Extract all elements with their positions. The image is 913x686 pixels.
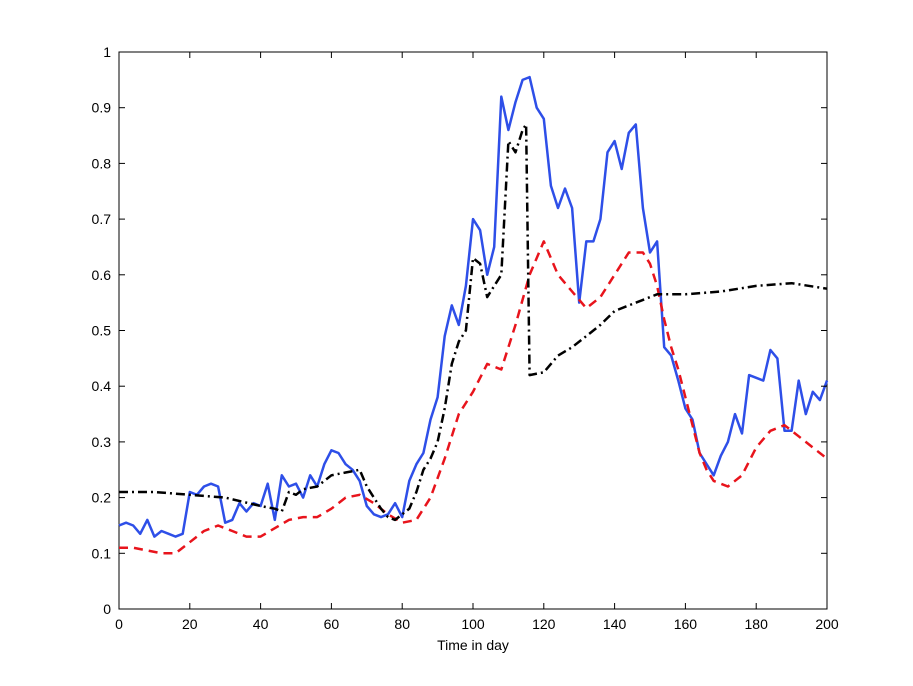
- y-tick-label: 0.7: [92, 211, 112, 227]
- y-tick-label: 1: [103, 44, 111, 60]
- y-tick-label: 0.4: [92, 378, 112, 394]
- y-tick-label: 0.2: [92, 490, 112, 506]
- y-tick-label: 0.8: [92, 155, 112, 171]
- x-tick-label: 40: [253, 616, 269, 632]
- x-tick-label: 120: [532, 616, 556, 632]
- x-tick-label: 180: [745, 616, 769, 632]
- x-tick-label: 100: [461, 616, 485, 632]
- y-tick-label: 0: [103, 601, 111, 617]
- x-axis-title: Time in day: [437, 637, 509, 653]
- y-tick-label: 0.9: [92, 100, 112, 116]
- ticks-layer: 0 20 40 60 80 100 120 140 160 180 200 0 0.1 0.2 0.3 0.4…: [92, 44, 839, 632]
- series-layer: [118, 75, 829, 555]
- series-3-line: [119, 123, 828, 522]
- plot-frame: [118, 51, 828, 610]
- y-tick-label: 0.5: [92, 323, 112, 339]
- y-tick-label: 0.1: [92, 545, 112, 561]
- x-tick-label: 20: [182, 616, 198, 632]
- series-2-line: [119, 240, 828, 555]
- y-tick-label: 0.6: [92, 267, 112, 283]
- x-tick-label: 0: [115, 616, 123, 632]
- y-tick-label: 0.3: [92, 434, 112, 450]
- x-tick-label: 160: [674, 616, 698, 632]
- x-tick-label: 80: [394, 616, 410, 632]
- series-1-line: [118, 75, 829, 538]
- x-tick-label: 140: [603, 616, 627, 632]
- x-tick-label: 60: [324, 616, 340, 632]
- x-tick-label: 200: [815, 616, 839, 632]
